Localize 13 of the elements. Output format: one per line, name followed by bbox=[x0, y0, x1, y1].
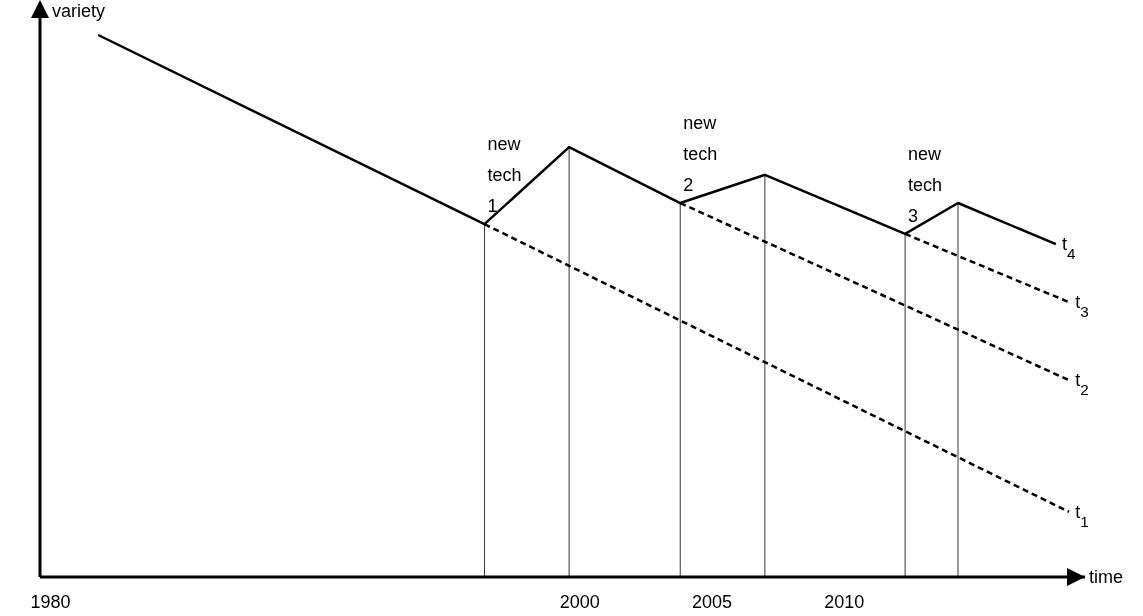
x-tick-label: 2005 bbox=[691, 592, 732, 612]
x-axis-title: time bbox=[1089, 567, 1124, 587]
y-axis-title: variety bbox=[52, 1, 106, 21]
series-label: t$_{2}$ bbox=[1075, 370, 1089, 398]
series-label: t$_{3}$ bbox=[1075, 292, 1089, 320]
annotation: new tech 1 bbox=[487, 134, 522, 217]
x-tick-label: 2000 bbox=[559, 592, 600, 612]
series-label: t$_{4}$ bbox=[1061, 234, 1076, 262]
series-label: t$_{1}$ bbox=[1075, 501, 1089, 530]
annotation: new tech 3 bbox=[908, 143, 943, 226]
x-tick-label: 1980 bbox=[30, 592, 71, 612]
annotation: new tech 2 bbox=[683, 113, 718, 196]
x-tick-label: 2010 bbox=[824, 592, 865, 612]
